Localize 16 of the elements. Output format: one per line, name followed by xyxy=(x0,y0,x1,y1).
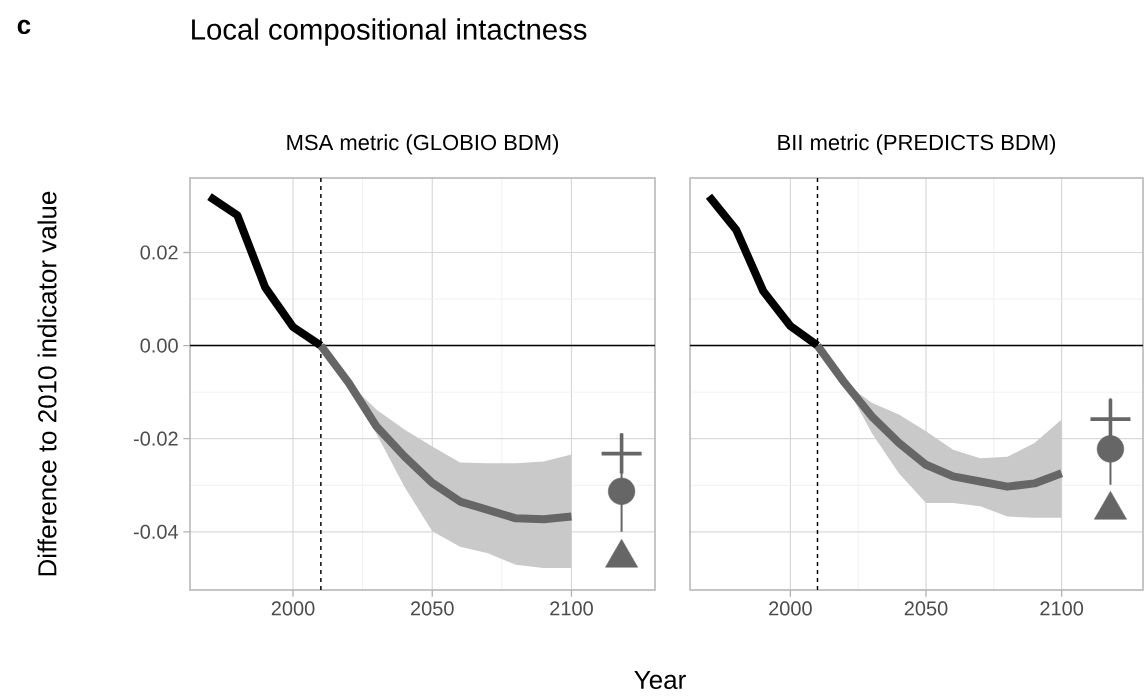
text: c xyxy=(17,19,31,35)
x-tick-label: 2100 xyxy=(1040,601,1084,616)
y-tick-label: -0.04 xyxy=(133,524,179,539)
chart-title: BII metric (PREDICTS BDM) xyxy=(778,134,1056,155)
x-tick-label: 2000 xyxy=(769,601,812,616)
y-tick-label: 0.02 xyxy=(140,245,178,260)
x-tick-label: 2000 xyxy=(271,601,315,616)
y-axis-title: Difference to 2010 indicator value xyxy=(37,191,57,576)
x-axis-title: Year xyxy=(634,670,686,690)
y-tick-label: 0.00 xyxy=(140,338,178,353)
x-tick-label: 2050 xyxy=(411,601,454,616)
x-tick-label: 2050 xyxy=(904,601,948,616)
x-tick-label: 2100 xyxy=(550,601,593,616)
text: Local compositional intactness xyxy=(192,18,587,46)
chart-title: MSA metric (GLOBIO BDM) xyxy=(287,134,559,155)
y-tick-label: -0.02 xyxy=(133,431,178,446)
